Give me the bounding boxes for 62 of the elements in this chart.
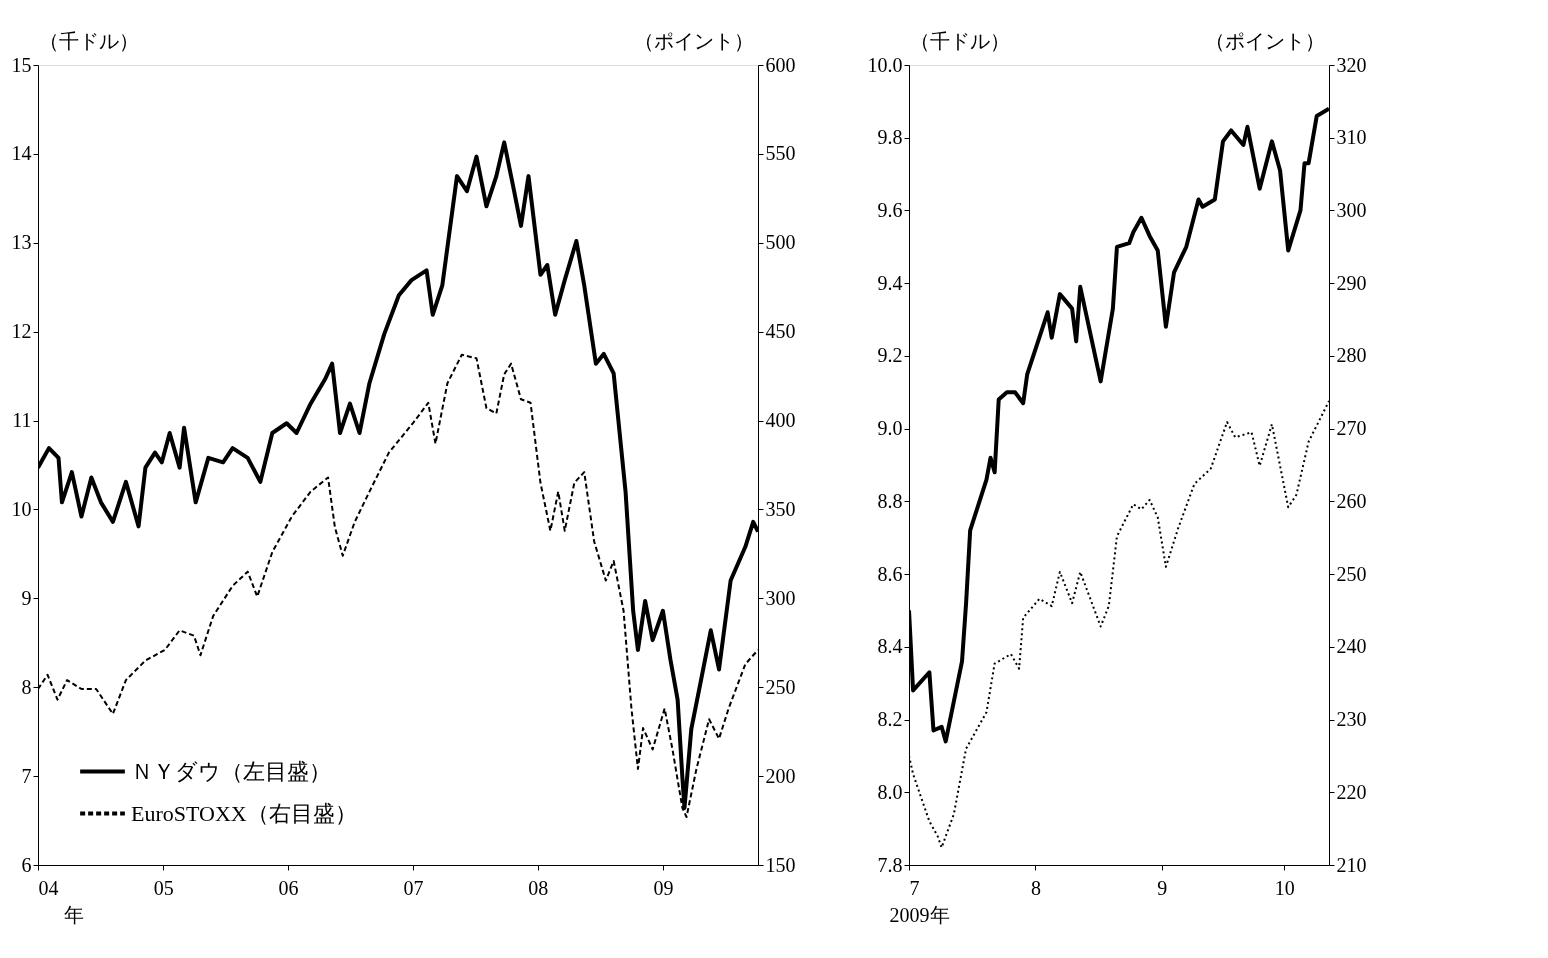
y2-tick-label: 450 bbox=[765, 320, 796, 343]
y-tick-label: 8.2 bbox=[877, 708, 903, 731]
y-tick-label: 10.0 bbox=[867, 53, 903, 76]
y2-tick-label: 150 bbox=[765, 853, 796, 876]
y2-tick-label: 310 bbox=[1336, 126, 1367, 149]
y-tick-label: 8.0 bbox=[877, 780, 903, 803]
y2-tick-label: 350 bbox=[765, 497, 796, 520]
y-axis-title: （千ドル） bbox=[909, 29, 1010, 52]
y-tick-label: 8.6 bbox=[877, 562, 903, 585]
y2-tick-label: 200 bbox=[765, 764, 796, 787]
y-tick-label: 12 bbox=[11, 320, 32, 343]
x-tick-label: 10 bbox=[1274, 876, 1295, 899]
x-tick-label: 09 bbox=[653, 876, 674, 899]
y-tick-label: 15 bbox=[11, 53, 32, 76]
x-tick-label: 06 bbox=[278, 876, 299, 899]
y-tick-label: 6 bbox=[21, 853, 32, 876]
y2-axis-title: （ポイント） bbox=[1204, 29, 1325, 52]
x-tick-label: 04 bbox=[38, 876, 59, 899]
x-axis-title: 2009年 bbox=[889, 903, 950, 926]
y2-tick-label: 230 bbox=[1336, 708, 1367, 731]
y2-tick-label: 300 bbox=[1336, 198, 1367, 221]
y2-tick-label: 280 bbox=[1336, 344, 1367, 367]
y2-tick-label: 550 bbox=[765, 142, 796, 165]
y2-tick-label: 400 bbox=[765, 409, 796, 432]
y-tick-label: 7.8 bbox=[877, 853, 903, 876]
y2-tick-label: 300 bbox=[765, 586, 796, 609]
y2-axis-title: （ポイント） bbox=[633, 29, 754, 52]
y2-tick-label: 320 bbox=[1336, 53, 1367, 76]
y-tick-label: 11 bbox=[12, 409, 32, 432]
x-axis-title: 年 bbox=[63, 903, 84, 926]
y2-tick-label: 600 bbox=[765, 53, 796, 76]
x-tick-label: 08 bbox=[528, 876, 549, 899]
x-tick-label: 7 bbox=[909, 876, 920, 899]
y2-tick-label: 250 bbox=[765, 675, 796, 698]
y2-tick-label: 500 bbox=[765, 231, 796, 254]
y-tick-label: 7 bbox=[21, 764, 32, 787]
y-tick-label: 9.8 bbox=[877, 126, 903, 149]
y-tick-label: 9.2 bbox=[877, 344, 903, 367]
y-tick-label: 14 bbox=[11, 142, 32, 165]
y-tick-label: 9 bbox=[21, 586, 32, 609]
x-tick-label: 9 bbox=[1157, 876, 1168, 899]
x-tick-label: 8 bbox=[1030, 876, 1041, 899]
y-tick-label: 8.4 bbox=[877, 635, 903, 658]
x-tick-label: 07 bbox=[403, 876, 424, 899]
y2-tick-label: 250 bbox=[1336, 562, 1367, 585]
y-tick-label: 13 bbox=[11, 231, 32, 254]
legend-label: EuroSTOXX（右目盛） bbox=[131, 800, 357, 826]
legend-label: ＮＹダウ（左目盛） bbox=[131, 758, 331, 784]
y-tick-label: 10 bbox=[11, 497, 32, 520]
y2-tick-label: 260 bbox=[1336, 489, 1367, 512]
y-tick-label: 9.0 bbox=[877, 417, 903, 440]
y-tick-label: 8 bbox=[21, 675, 32, 698]
y-tick-label: 9.4 bbox=[877, 271, 903, 294]
y-tick-label: 8.8 bbox=[877, 489, 903, 512]
y2-tick-label: 240 bbox=[1336, 635, 1367, 658]
y-tick-label: 9.6 bbox=[877, 198, 903, 221]
y2-tick-label: 290 bbox=[1336, 271, 1367, 294]
x-tick-label: 05 bbox=[153, 876, 174, 899]
y2-tick-label: 220 bbox=[1336, 780, 1367, 803]
y-axis-title: （千ドル） bbox=[38, 29, 139, 52]
y2-tick-label: 270 bbox=[1336, 417, 1367, 440]
y2-tick-label: 210 bbox=[1336, 853, 1367, 876]
